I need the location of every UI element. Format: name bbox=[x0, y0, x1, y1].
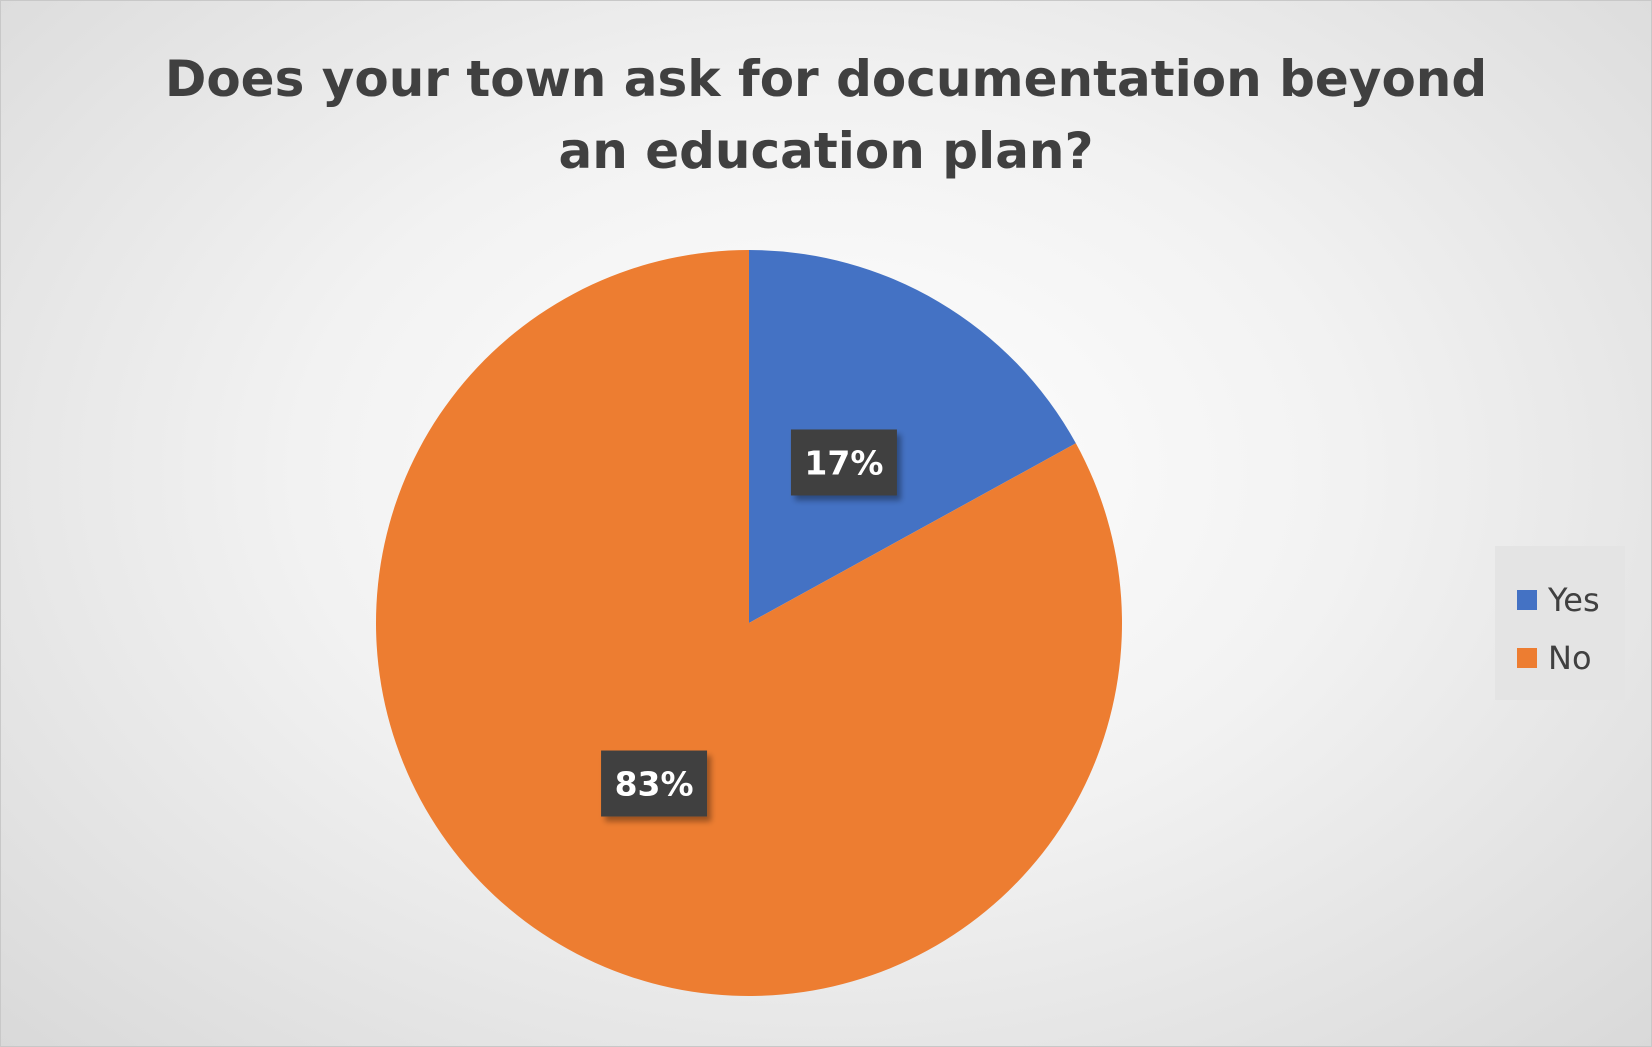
data-label-text-no: 83% bbox=[615, 765, 694, 804]
data-label-no: 83% bbox=[601, 750, 708, 817]
legend-label-no: No bbox=[1548, 639, 1592, 677]
data-label-box-no bbox=[601, 750, 708, 817]
legend-swatch-yes bbox=[1517, 590, 1537, 610]
legend: Yes No bbox=[1495, 546, 1625, 700]
pie-slice-no bbox=[376, 250, 1123, 997]
data-label-box-yes bbox=[790, 429, 897, 496]
data-label-yes: 17% bbox=[790, 429, 897, 496]
legend-item-no: No bbox=[1517, 638, 1592, 678]
legend-item-yes: Yes bbox=[1517, 580, 1600, 620]
pie-slice-yes bbox=[749, 250, 1076, 623]
legend-label-yes: Yes bbox=[1548, 581, 1600, 619]
chart-title: Does your town ask for documentation bey… bbox=[164, 50, 1488, 180]
legend-swatch-no bbox=[1517, 648, 1537, 668]
data-label-text-yes: 17% bbox=[804, 443, 883, 482]
